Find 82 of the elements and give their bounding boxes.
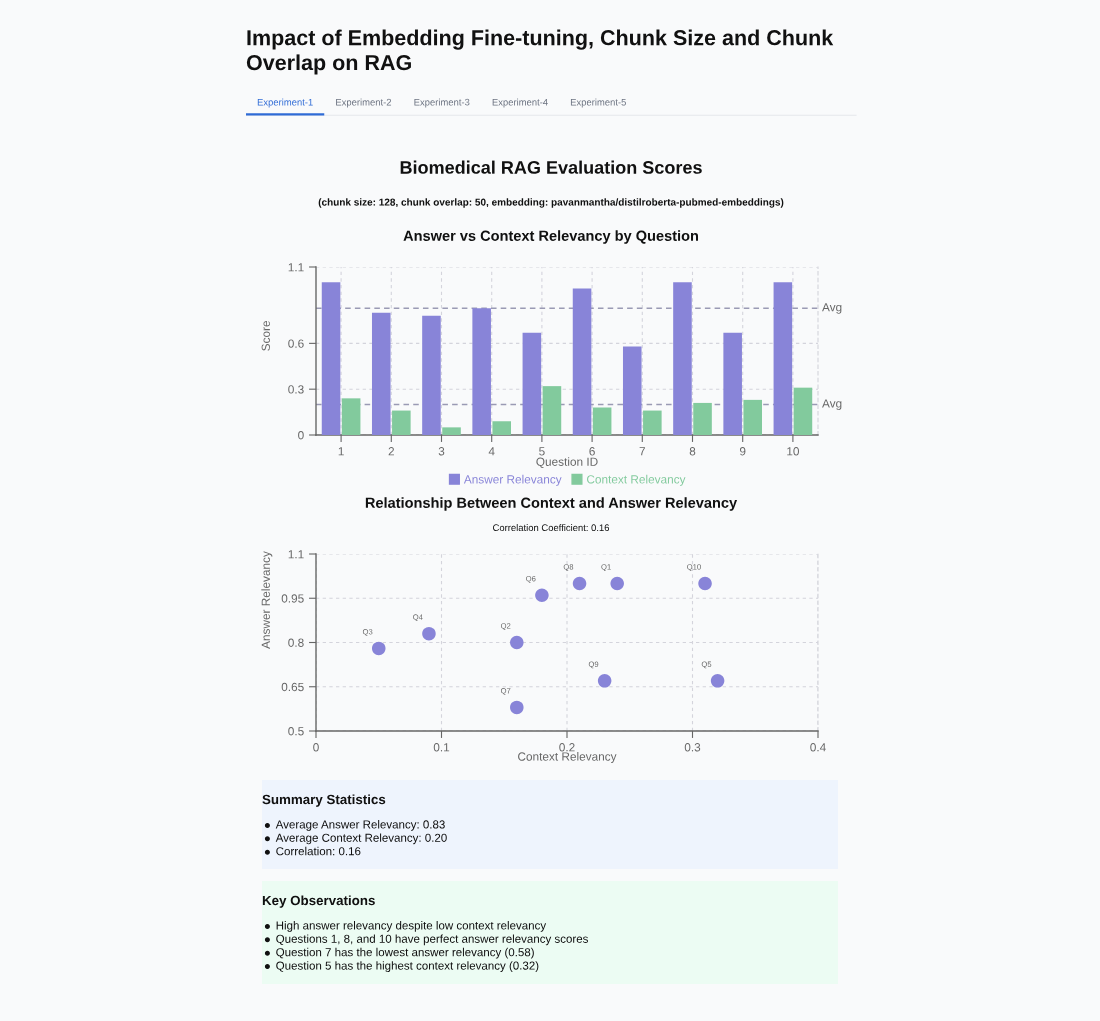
bar (442, 427, 461, 435)
x-tick-label: 2 (388, 447, 394, 456)
ref-line-label: Avg (822, 399, 842, 410)
bar (472, 308, 491, 435)
text: Average Answer Relevancy: 0.83 (275, 820, 445, 831)
x-tick-label: 10 (787, 447, 799, 456)
text: Correlation: 0.16 (276, 846, 361, 856)
point (572, 576, 587, 591)
ref-line-label: Avg (822, 303, 842, 314)
y-tick-label: 0.3 (288, 385, 304, 394)
point (597, 674, 612, 688)
bar (321, 282, 341, 435)
point (371, 641, 386, 656)
text: Question 7 has the lowest answer relevancy (0.58) (276, 947, 534, 959)
y-tick-label: 0.6 (288, 339, 304, 348)
x-tick-label: 0.1 (433, 743, 450, 752)
bar (341, 398, 361, 435)
legend-label: Answer Relevancy (463, 474, 562, 486)
y-tick-label: 0 (298, 431, 304, 440)
point (535, 588, 549, 603)
y-tick-label: 1.1 (288, 550, 304, 559)
category-label: Experiment-4 (492, 98, 548, 108)
x-tick-label: 0.4 (810, 743, 826, 752)
bar (492, 421, 512, 435)
x-tick-label: 3 (438, 447, 445, 456)
bar (592, 407, 612, 435)
x-tick-label: 1 (338, 447, 344, 456)
bar (723, 332, 742, 435)
point (510, 635, 524, 650)
y-tick-label: 1.1 (288, 263, 304, 272)
text: Summary Statistics (262, 794, 386, 807)
point (510, 700, 524, 715)
bar (371, 312, 391, 435)
bar (422, 315, 441, 435)
x-tick-label: 0.3 (684, 743, 701, 752)
category-label: Experiment-5 (570, 98, 626, 108)
x-axis-title: Context Relevancy (518, 752, 617, 764)
chart-title: Answer vs Context Relevancy by Question (403, 230, 699, 244)
y-tick-label: 0.95 (281, 594, 304, 603)
text: (chunk size: 128, chunk overlap: 50, embedding: pavanmantha/distilroberta-pubmed-embeddings) (318, 198, 784, 208)
text: Key Observations (262, 895, 375, 908)
y-tick-label: 0.65 (281, 682, 304, 692)
category-label: Experiment-1 (257, 98, 313, 108)
y-axis-title: Answer Relevancy (261, 551, 273, 649)
x-tick-label: 7 (639, 447, 645, 456)
text: High answer relevancy despite low context relevancy (276, 921, 547, 932)
y-tick-label: 0.8 (288, 638, 304, 647)
bar (572, 288, 592, 435)
x-axis-title: Question ID (536, 457, 598, 468)
text: Question 5 has the highest context relevancy (0.32) (276, 961, 539, 972)
bar (392, 410, 411, 435)
category-label: Experiment-3 (414, 98, 470, 108)
point (698, 576, 712, 591)
point (710, 674, 725, 688)
text: Average Context Relevancy: 0.20 (275, 833, 447, 845)
text: Biomedical RAG Evaluation Scores (400, 160, 702, 174)
x-tick-label: 9 (739, 447, 746, 456)
chart-title: Relationship Between Context and Answer Relevancy (365, 497, 738, 511)
x-tick-label: 0 (313, 743, 319, 752)
bar (643, 410, 662, 435)
bar (622, 346, 642, 435)
y-tick-label: 0.5 (288, 727, 304, 736)
x-tick-label: 6 (589, 447, 595, 456)
point (422, 626, 436, 641)
category-label: Experiment-2 (336, 98, 392, 108)
bar (693, 402, 712, 435)
x-tick-label: 0.2 (559, 743, 575, 752)
text: Questions 1, 8, and 10 have perfect answer relevancy scores (276, 934, 588, 946)
x-tick-label: 5 (539, 447, 545, 456)
bar (793, 387, 813, 435)
x-tick-label: 4 (488, 447, 495, 456)
text: Impact of Embedding Fine-tuning, Chunk Size and Chunk Overlap on RAG (246, 29, 834, 75)
point (610, 576, 624, 591)
y-axis-title: Score (261, 320, 270, 351)
bar (673, 282, 692, 435)
x-tick-label: 8 (689, 447, 696, 456)
bar (542, 386, 562, 435)
bar (522, 332, 542, 435)
chart-subtitle: Correlation Coefficient: 0.16 (493, 524, 610, 532)
bar (773, 282, 793, 435)
legend-label: Context Relevancy (587, 474, 686, 486)
bar (743, 399, 763, 435)
